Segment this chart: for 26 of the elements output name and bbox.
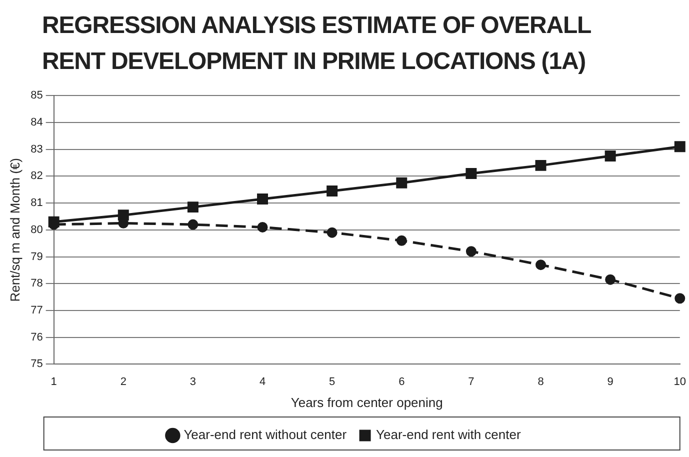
x-tick-label: 5 <box>329 376 336 388</box>
x-tick-label: 4 <box>259 376 266 388</box>
y-tick-label: 78 <box>30 278 43 290</box>
y-tick-label: 81 <box>30 197 43 210</box>
y-tick-label: 82 <box>30 170 43 182</box>
x-tick-label: 10 <box>674 376 686 388</box>
y-tick-label: 75 <box>30 358 43 370</box>
x-tick-label: 9 <box>607 376 614 388</box>
y-tick-label: 77 <box>30 304 43 317</box>
y-tick-label: 76 <box>30 331 43 344</box>
legend-label: Year-end rent without center <box>184 427 348 442</box>
x-tick-label: 7 <box>468 376 474 388</box>
x-tick-label: 8 <box>538 376 544 388</box>
y-tick-label: 85 <box>30 90 43 102</box>
x-tick-label: 2 <box>120 376 126 388</box>
legend-label: Year-end rent with center <box>376 427 522 442</box>
x-tick-label: 3 <box>190 376 196 388</box>
chart-title: REGRESSION ANALYSIS ESTIMATE OF OVERALL RENT DEVELOPMENT IN PRIME LOCATIONS (1A) <box>41 11 592 77</box>
y-tick-label: 84 <box>30 116 43 128</box>
y-axis-title: Rent/sq m and Month (€) <box>7 158 22 302</box>
y-tick-label: 79 <box>30 250 43 263</box>
y-tick-label: 83 <box>30 143 43 156</box>
x-tick-label: 6 <box>398 376 405 388</box>
y-tick-label: 80 <box>30 224 43 236</box>
x-tick-label: 1 <box>50 376 57 388</box>
x-axis-title: Years from center opening <box>290 394 443 410</box>
